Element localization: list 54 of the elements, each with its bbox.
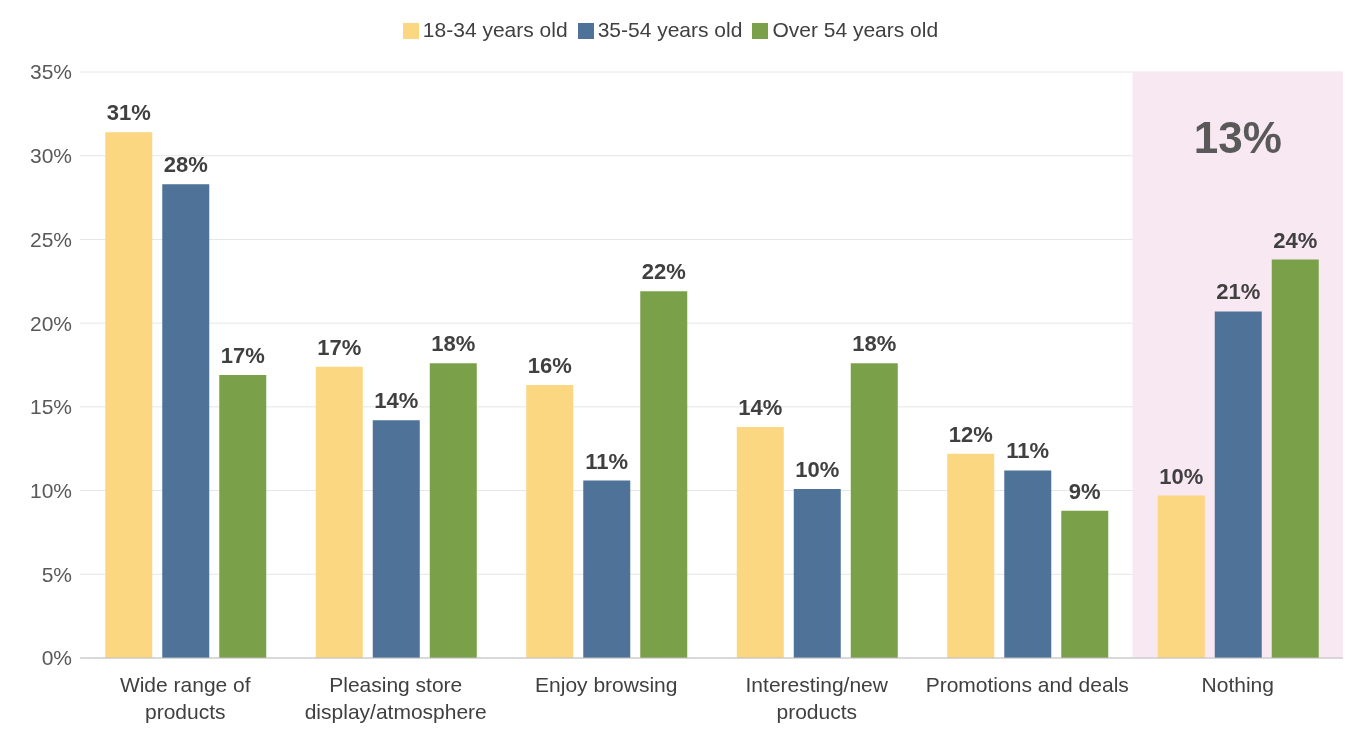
y-tick-label: 5% (41, 562, 72, 586)
bar (315, 366, 363, 658)
band-label: 13% (1193, 113, 1282, 163)
bar (736, 426, 784, 658)
y-tick-label: 10% (29, 479, 72, 503)
bar (1271, 259, 1319, 658)
bar (1061, 510, 1109, 658)
x-tick-label: Enjoy browsing (535, 673, 678, 696)
data-label: 18% (431, 331, 476, 357)
data-label: 14% (374, 388, 419, 414)
y-tick-label: 0% (41, 646, 72, 670)
x-tick-label: Interesting/new products (745, 673, 889, 723)
bar (850, 363, 898, 658)
data-label: 16% (527, 353, 572, 379)
data-label: 10% (795, 456, 840, 482)
data-label: 9% (1068, 478, 1101, 504)
data-label: 14% (738, 394, 783, 420)
x-tick-label: Pleasing store display/atmosphere (304, 673, 487, 723)
bar (583, 480, 631, 658)
data-label: 18% (852, 331, 897, 357)
x-tick-label: Promotions and deals (925, 673, 1129, 696)
data-label: 17% (317, 334, 362, 360)
bar (105, 132, 153, 658)
data-label: 22% (641, 259, 686, 285)
data-label: 12% (948, 421, 993, 447)
y-tick-label: 30% (29, 144, 72, 168)
data-label: 24% (1273, 227, 1318, 253)
bar (162, 184, 210, 658)
bar (1004, 470, 1052, 658)
bar (640, 291, 688, 658)
x-tick-label: Wide range of products (119, 673, 251, 723)
bar (219, 375, 267, 658)
data-label: 31% (106, 100, 151, 126)
data-label: 17% (220, 343, 265, 369)
y-tick-label: 25% (29, 227, 72, 251)
y-tick-label: 35% (29, 60, 72, 84)
bar (1214, 311, 1262, 658)
bar (526, 385, 574, 658)
bar (793, 488, 841, 658)
data-label: 21% (1216, 279, 1261, 305)
legend-label: 18-34 years old (422, 18, 568, 41)
x-tick-label: Nothing (1201, 673, 1274, 696)
data-label: 10% (1159, 463, 1204, 489)
y-tick-label: 15% (29, 395, 72, 419)
data-label: 11% (1006, 438, 1050, 464)
data-label: 28% (163, 152, 208, 178)
bar (372, 420, 420, 658)
bar (1157, 495, 1205, 658)
data-label: 11% (585, 448, 629, 474)
bar (429, 363, 477, 658)
legend-label: 35-54 years old (597, 18, 743, 41)
y-tick-label: 20% (29, 311, 72, 335)
bar (947, 453, 995, 658)
legend-label: Over 54 years old (772, 18, 939, 41)
